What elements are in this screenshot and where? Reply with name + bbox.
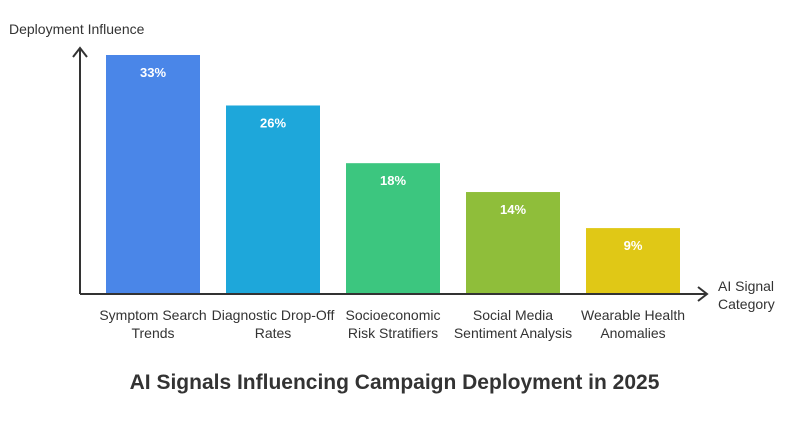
- category-label-5: Wearable Health Anomalies: [580, 307, 686, 341]
- bar-3: [346, 163, 440, 293]
- category-label-1: Symptom Search Trends: [99, 307, 207, 341]
- y-axis-label: Deployment Influence: [9, 21, 145, 37]
- bar-5: [586, 228, 680, 293]
- axes-group: [72, 46, 709, 302]
- bars-group: 33% 26% 18% 14% 9%: [106, 55, 680, 293]
- category-label-3: Socioeconomic Risk Stratifiers: [345, 307, 441, 341]
- bar-1: [106, 55, 200, 293]
- bar-2: [226, 105, 320, 293]
- bar-value-label-1: 33%: [140, 65, 166, 80]
- category-label-2: Diagnostic Drop-Off Rates: [211, 307, 335, 341]
- x-axis-label: AI Signal Category: [718, 278, 775, 312]
- x-axis-arrow: [697, 286, 709, 302]
- bar-value-label-5: 9%: [624, 238, 643, 253]
- y-axis-arrow: [72, 46, 88, 58]
- bar-value-label-3: 18%: [380, 173, 406, 188]
- bar-4: [466, 192, 560, 293]
- category-label-4: Social Media Sentiment Analysis: [453, 307, 573, 341]
- chart-title: AI Signals Influencing Campaign Deployme…: [129, 371, 660, 394]
- bar-value-label-2: 26%: [260, 115, 286, 130]
- bar-value-label-4: 14%: [500, 202, 526, 217]
